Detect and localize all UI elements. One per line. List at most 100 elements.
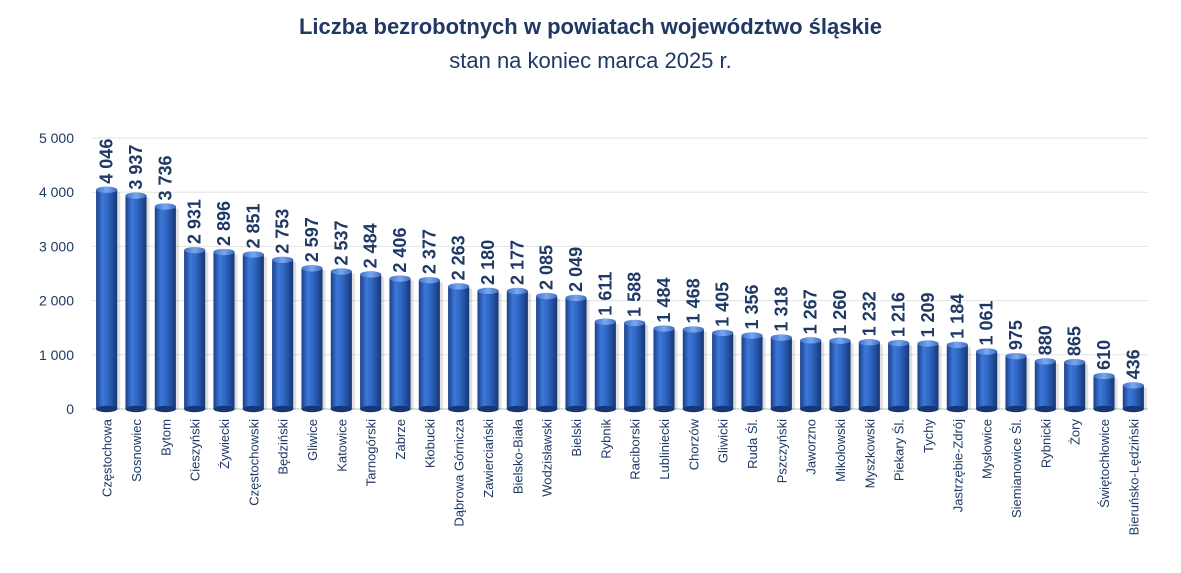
bar-group: 3 736 (154, 155, 179, 413)
x-tick-label: Katowice (334, 419, 349, 472)
x-tick-label: Rybnik (598, 419, 613, 459)
x-tick-label: Cieszyński (188, 419, 203, 481)
y-tick-label: 3 000 (39, 238, 74, 254)
bar (829, 340, 851, 409)
x-tick-label: Mysłowice (980, 419, 995, 479)
x-tick-label: Sosnowiec (129, 419, 144, 482)
bar-cap (653, 325, 675, 332)
bar-group: 2 085 (536, 245, 561, 413)
bar-base (1122, 405, 1144, 413)
bar-cap (389, 275, 411, 282)
x-tick-label: Myszkowski (862, 419, 877, 488)
bar-cap (624, 319, 646, 327)
x-tick-label: Tychy (921, 419, 936, 453)
bar (125, 195, 147, 409)
bar-base (976, 405, 998, 413)
bar-group: 2 049 (565, 247, 590, 413)
bar-cap (829, 337, 851, 344)
bar (917, 343, 939, 409)
bar-cap (96, 186, 118, 193)
data-label: 2 085 (537, 245, 557, 290)
x-tick-label: Bytom (158, 419, 173, 456)
data-label: 1 484 (654, 278, 674, 323)
bar-group: 2 537 (330, 220, 355, 413)
bar-cap (770, 334, 792, 341)
bar (1034, 361, 1056, 409)
data-label: 1 184 (947, 294, 967, 339)
x-tick-label: Jastrzębie-Zdrój (950, 419, 965, 512)
bar-cap (448, 283, 470, 290)
data-label: 1 267 (801, 289, 821, 334)
bar-base (418, 405, 440, 413)
bar-base (477, 405, 499, 413)
data-label: 1 232 (859, 291, 879, 336)
x-tick-label: Częstochowski (246, 419, 261, 506)
bar-cap (477, 287, 499, 295)
bar-base (125, 405, 147, 413)
bar-group: 880 (1034, 325, 1059, 413)
bar (418, 280, 440, 409)
bar-cap (946, 341, 968, 349)
bar (184, 250, 206, 409)
x-tick-label: Zabrze (393, 419, 408, 459)
data-label: 2 177 (507, 240, 527, 285)
bar (213, 252, 235, 409)
bar-base (1034, 405, 1056, 413)
bar-base (653, 405, 675, 413)
bar-cap (1034, 358, 1056, 365)
bar-cap (888, 339, 910, 347)
bar (976, 351, 998, 409)
bar-group: 2 406 (389, 228, 414, 413)
y-tick-label: 4 000 (39, 184, 74, 200)
bar-group: 610 (1093, 340, 1118, 413)
bar-group: 2 177 (506, 240, 531, 413)
data-label: 610 (1094, 340, 1114, 370)
bar-cap (272, 256, 294, 263)
y-tick-label: 2 000 (39, 293, 74, 309)
chart-title: Liczba bezrobotnych w powiatach wojewódz… (298, 14, 883, 39)
x-tick-label: Będziński (276, 419, 291, 475)
bar-base (506, 405, 528, 413)
data-label: 880 (1035, 325, 1055, 355)
data-label: 2 896 (214, 201, 234, 246)
bar-base (242, 405, 264, 413)
x-tick-label: Kłobucki (422, 419, 437, 468)
data-label: 1 318 (771, 287, 791, 332)
x-axis: Częstochowa Sosnowiec Bytom Cieszyński Żywie… (100, 418, 1142, 535)
bar-group: 1 405 (712, 282, 737, 413)
data-label: 1 209 (918, 292, 938, 337)
bar-base (946, 405, 968, 413)
bar (946, 344, 968, 409)
bar-cap (682, 326, 704, 333)
x-tick-label: Wodzisławski (540, 419, 555, 497)
bar-base (594, 405, 616, 413)
bar (653, 328, 675, 409)
bar-cap (536, 292, 558, 300)
bar-group: 1 260 (829, 290, 854, 413)
data-label: 1 356 (742, 284, 762, 329)
bar-group: 865 (1064, 326, 1089, 413)
bar (448, 286, 470, 409)
bar-group: 1 484 (653, 278, 678, 413)
bar-group: 1 061 (976, 300, 1001, 413)
x-tick-label: Chorzów (686, 418, 701, 470)
bar-group: 2 753 (272, 209, 297, 413)
data-label: 865 (1065, 326, 1085, 356)
bar-base (741, 405, 763, 413)
x-tick-label: Gliwicki (716, 419, 731, 463)
bar (389, 278, 411, 409)
bar (1005, 356, 1027, 409)
bar-base (96, 405, 118, 413)
bar (1093, 375, 1115, 409)
bar-base (389, 405, 411, 413)
bar (565, 297, 587, 409)
bar-group: 436 (1122, 349, 1147, 413)
bar-base (184, 405, 206, 413)
x-tick-label: Świętochłowice (1097, 419, 1112, 508)
x-tick-label: Siemianowice Śl. (1009, 419, 1024, 518)
x-tick-label: Bielski (569, 419, 584, 457)
bar-cap (213, 248, 235, 256)
bar-cap (418, 276, 440, 284)
x-tick-label: Piekary Śl. (892, 419, 907, 481)
bar-cap (917, 340, 939, 347)
